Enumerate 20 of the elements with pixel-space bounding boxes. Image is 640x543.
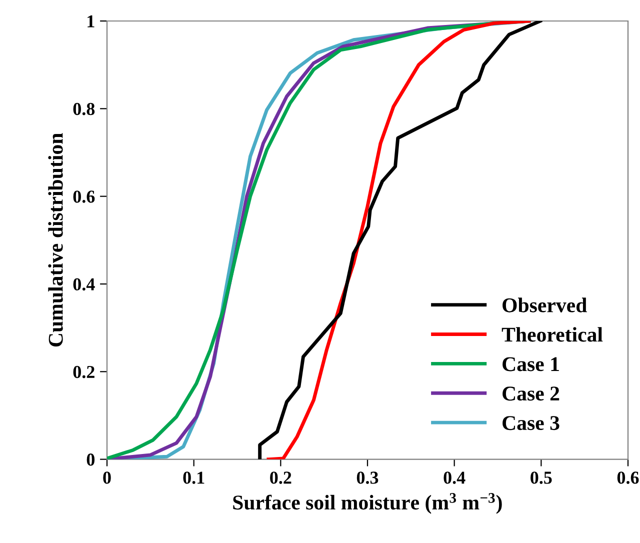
legend-label: Observed <box>502 298 587 312</box>
x-axis-title: Surface soil moisture (m$^{3}$ m$^{−3}$) <box>233 493 502 514</box>
x-tick-label: 0.2 <box>270 472 292 484</box>
x-tick-label: 0.5 <box>530 472 552 484</box>
x-tick-label: 0 <box>103 472 111 484</box>
y-axis-title: Cumulative distribution <box>48 133 63 346</box>
y-tick-label: 1 <box>88 15 94 28</box>
legend-label: Case 3 <box>502 416 560 430</box>
x-tick-label: 0.6 <box>617 472 639 484</box>
x-tick-label: 0.3 <box>356 472 378 484</box>
y-tick-label: 0.8 <box>73 102 95 116</box>
x-tick-label: 0.4 <box>444 472 466 484</box>
x-tick-label: 0.1 <box>183 472 204 484</box>
y-tick-label: 0.2 <box>73 366 94 378</box>
y-tick-label: 0.4 <box>73 278 95 290</box>
y-tick-label: 0.6 <box>73 190 95 203</box>
y-tick-label: 0 <box>86 454 95 466</box>
legend-label: Theoretical <box>502 327 603 342</box>
legend-label: Case 2 <box>502 386 560 401</box>
legend-label: Case 1 <box>502 357 559 372</box>
